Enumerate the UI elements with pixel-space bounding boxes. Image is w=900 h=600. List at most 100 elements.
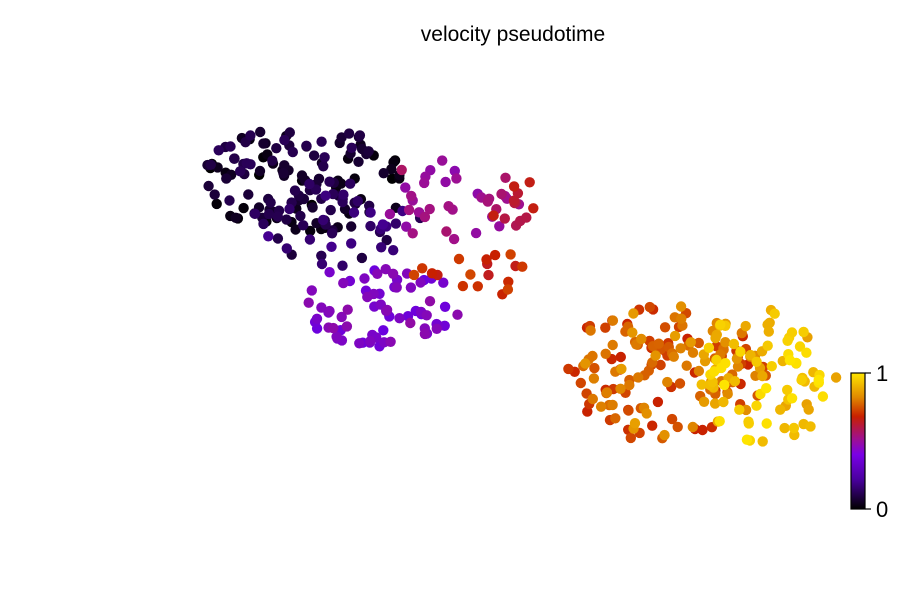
scatter-point [352, 195, 363, 207]
scatter-point [394, 313, 405, 324]
scatter-point [365, 220, 376, 232]
scatter-point [472, 281, 483, 292]
scatter-point [440, 176, 451, 188]
scatter-point [354, 338, 365, 349]
scatter-point [782, 384, 793, 396]
scatter-point [745, 349, 756, 361]
scatter-point [494, 221, 505, 232]
scatter-point [298, 220, 309, 231]
scatter-point [272, 233, 284, 244]
scatter-point [331, 331, 342, 342]
scatter-point [714, 416, 725, 427]
scatter-point [627, 327, 638, 338]
scatter-point [588, 373, 600, 384]
scatter-point [496, 188, 507, 200]
scatter-point [508, 181, 520, 192]
scatter-point [693, 337, 704, 349]
scatter-point [452, 309, 463, 320]
scatter-point [653, 338, 664, 349]
scatter-point [786, 393, 798, 404]
scatter-point [304, 234, 316, 245]
scatter-point [751, 400, 762, 411]
scatter-point [431, 323, 442, 334]
scatter-point [338, 277, 349, 289]
scatter-point [295, 210, 306, 222]
scatter-point [203, 180, 214, 192]
scatter-point [311, 313, 323, 324]
scatter-point [249, 208, 261, 219]
scatter-point [624, 379, 635, 391]
scatter-point [267, 155, 278, 166]
scatter-point [443, 201, 454, 212]
scatter-point [482, 196, 493, 207]
scatter-point [304, 178, 315, 190]
scatter-point [788, 422, 800, 434]
scatter-point [381, 234, 392, 246]
scatter-point [801, 347, 812, 358]
scatter-point [580, 358, 591, 369]
scatter-point [308, 150, 320, 161]
scatter-point [703, 342, 715, 353]
scatter-point [224, 195, 235, 206]
scatter-point [378, 168, 389, 179]
scatter-point [715, 319, 726, 330]
scatter-point [306, 285, 317, 296]
scatter-point [209, 189, 220, 200]
scatter-point [711, 354, 722, 366]
scatter-point [279, 134, 290, 146]
scatter-point [303, 297, 314, 308]
scatter-point [489, 249, 501, 261]
scatter-point [607, 399, 618, 411]
scatter-point [278, 167, 289, 179]
scatter-point [372, 268, 383, 279]
scatter-point [803, 404, 814, 415]
scatter-point [796, 374, 807, 386]
scatter-point [403, 204, 415, 216]
scatter-point [647, 420, 658, 431]
scatter-point [316, 250, 327, 261]
colorbar-gradient [850, 372, 866, 510]
scatter-point [289, 185, 301, 196]
scatter-point [483, 269, 494, 281]
scatter-point [636, 333, 647, 345]
scatter-point [769, 308, 780, 319]
scatter-point [258, 138, 269, 149]
scatter-point [728, 338, 740, 350]
scatter-point [600, 322, 611, 333]
scatter-point [782, 335, 793, 346]
scatter-point [287, 146, 298, 158]
scatter-point [751, 356, 762, 367]
scatter-point [735, 346, 746, 357]
scatter-point [505, 249, 516, 260]
scatter-point [719, 379, 730, 391]
scatter-point [238, 202, 249, 214]
scatter-point [607, 339, 618, 351]
scatter-point [521, 212, 532, 223]
scatter-point [650, 350, 661, 361]
scatter-point [353, 156, 364, 167]
scatter-point [633, 372, 644, 383]
scatter-point [668, 351, 679, 362]
scatter-point [211, 198, 222, 210]
scatter-point [696, 379, 707, 390]
scatter-point [517, 261, 528, 272]
scatter-point [365, 207, 376, 218]
scatter-point [601, 387, 613, 398]
scatter-point [488, 210, 499, 221]
scatter-point [263, 208, 275, 220]
scatter-point [451, 173, 462, 184]
scatter-point [587, 393, 598, 405]
scatter-point [346, 238, 357, 249]
scatter-point [761, 383, 772, 394]
scatter-point [587, 350, 598, 362]
scatter-point [734, 404, 745, 415]
scatter-point [740, 320, 751, 332]
scatter-point [666, 413, 678, 425]
scatter-point [343, 128, 355, 139]
scatter-point [324, 176, 335, 187]
scatter-point [761, 418, 772, 429]
scatter-point [502, 284, 514, 295]
scatter-point [345, 178, 356, 189]
scatter-points [202, 126, 842, 447]
scatter-point [615, 351, 626, 363]
